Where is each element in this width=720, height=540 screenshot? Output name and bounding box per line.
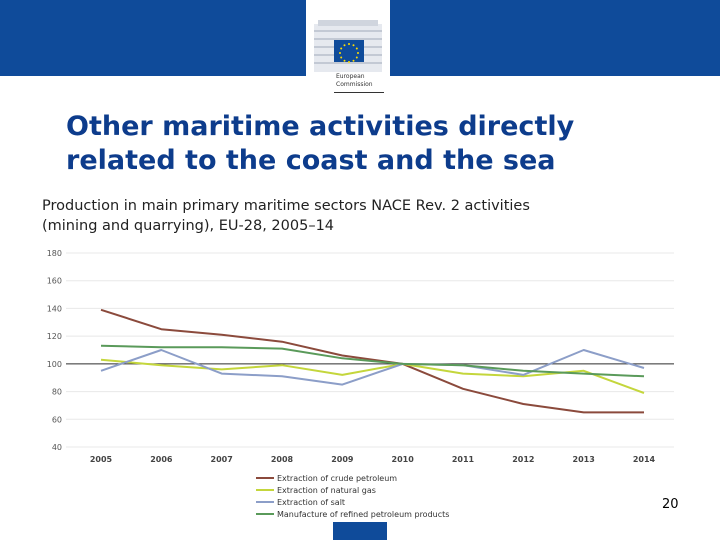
slide-title-line-1: Other maritime activities directly bbox=[66, 111, 575, 142]
slide-subtitle-line-1: Production in main primary maritime sect… bbox=[42, 198, 530, 214]
commission-logo: European Commission bbox=[306, 0, 390, 100]
x-tick-label: 2005 bbox=[90, 455, 113, 464]
x-tick-label: 2007 bbox=[211, 455, 233, 464]
x-axis-tick-labels: 2005 2006 2007 2008 2009 2010 2011 2012 2013 2014 bbox=[90, 455, 656, 464]
y-tick-label: 120 bbox=[47, 332, 62, 341]
commission-logo-icon bbox=[314, 20, 384, 93]
commission-wordmark: European Commission bbox=[336, 73, 373, 89]
x-tick-label: 2006 bbox=[150, 455, 173, 464]
x-tick-label: 2012 bbox=[512, 455, 534, 464]
legend-label: Extraction of crude petroleum bbox=[277, 474, 397, 483]
slide-subtitle: Production in main primary maritime sect… bbox=[42, 196, 642, 236]
y-tick-label: 40 bbox=[52, 443, 62, 452]
x-tick-label: 2013 bbox=[573, 455, 595, 464]
org-line-2: Commission bbox=[336, 81, 373, 88]
y-tick-label: 140 bbox=[47, 304, 62, 313]
x-tick-label: 2011 bbox=[452, 455, 475, 464]
y-tick-label: 180 bbox=[47, 249, 62, 258]
legend-label: Manufacture of refined petroleum product… bbox=[277, 510, 449, 519]
slide-subtitle-line-2: (mining and quarrying), EU-28, 2005–14 bbox=[42, 218, 335, 234]
legend-label: Extraction of salt bbox=[277, 498, 345, 507]
chart-series bbox=[100, 308, 645, 414]
y-tick-label: 100 bbox=[47, 360, 62, 369]
x-tick-label: 2009 bbox=[331, 455, 354, 464]
y-tick-label: 60 bbox=[52, 415, 62, 424]
page-number: 20 bbox=[662, 497, 679, 512]
chart-legend: Extraction of crude petroleum Extraction … bbox=[256, 474, 449, 519]
x-tick-label: 2010 bbox=[392, 455, 415, 464]
footer-bar bbox=[333, 522, 387, 540]
series-line bbox=[100, 344, 645, 378]
x-tick-label: 2008 bbox=[271, 455, 294, 464]
y-tick-label: 160 bbox=[47, 277, 62, 286]
org-line-1: European bbox=[336, 73, 365, 80]
series-line bbox=[100, 358, 645, 394]
y-axis-tick-labels: 40 60 80 100 120 140 160 180 bbox=[47, 249, 62, 452]
slide-title-line-2: related to the coast and the sea bbox=[66, 145, 556, 176]
slide-title: Other maritime activities directly relat… bbox=[66, 110, 686, 178]
legend-label: Extraction of natural gas bbox=[277, 486, 376, 495]
x-tick-label: 2014 bbox=[633, 455, 656, 464]
series-line bbox=[100, 308, 644, 414]
series-line bbox=[100, 349, 645, 386]
y-tick-label: 80 bbox=[52, 388, 62, 397]
